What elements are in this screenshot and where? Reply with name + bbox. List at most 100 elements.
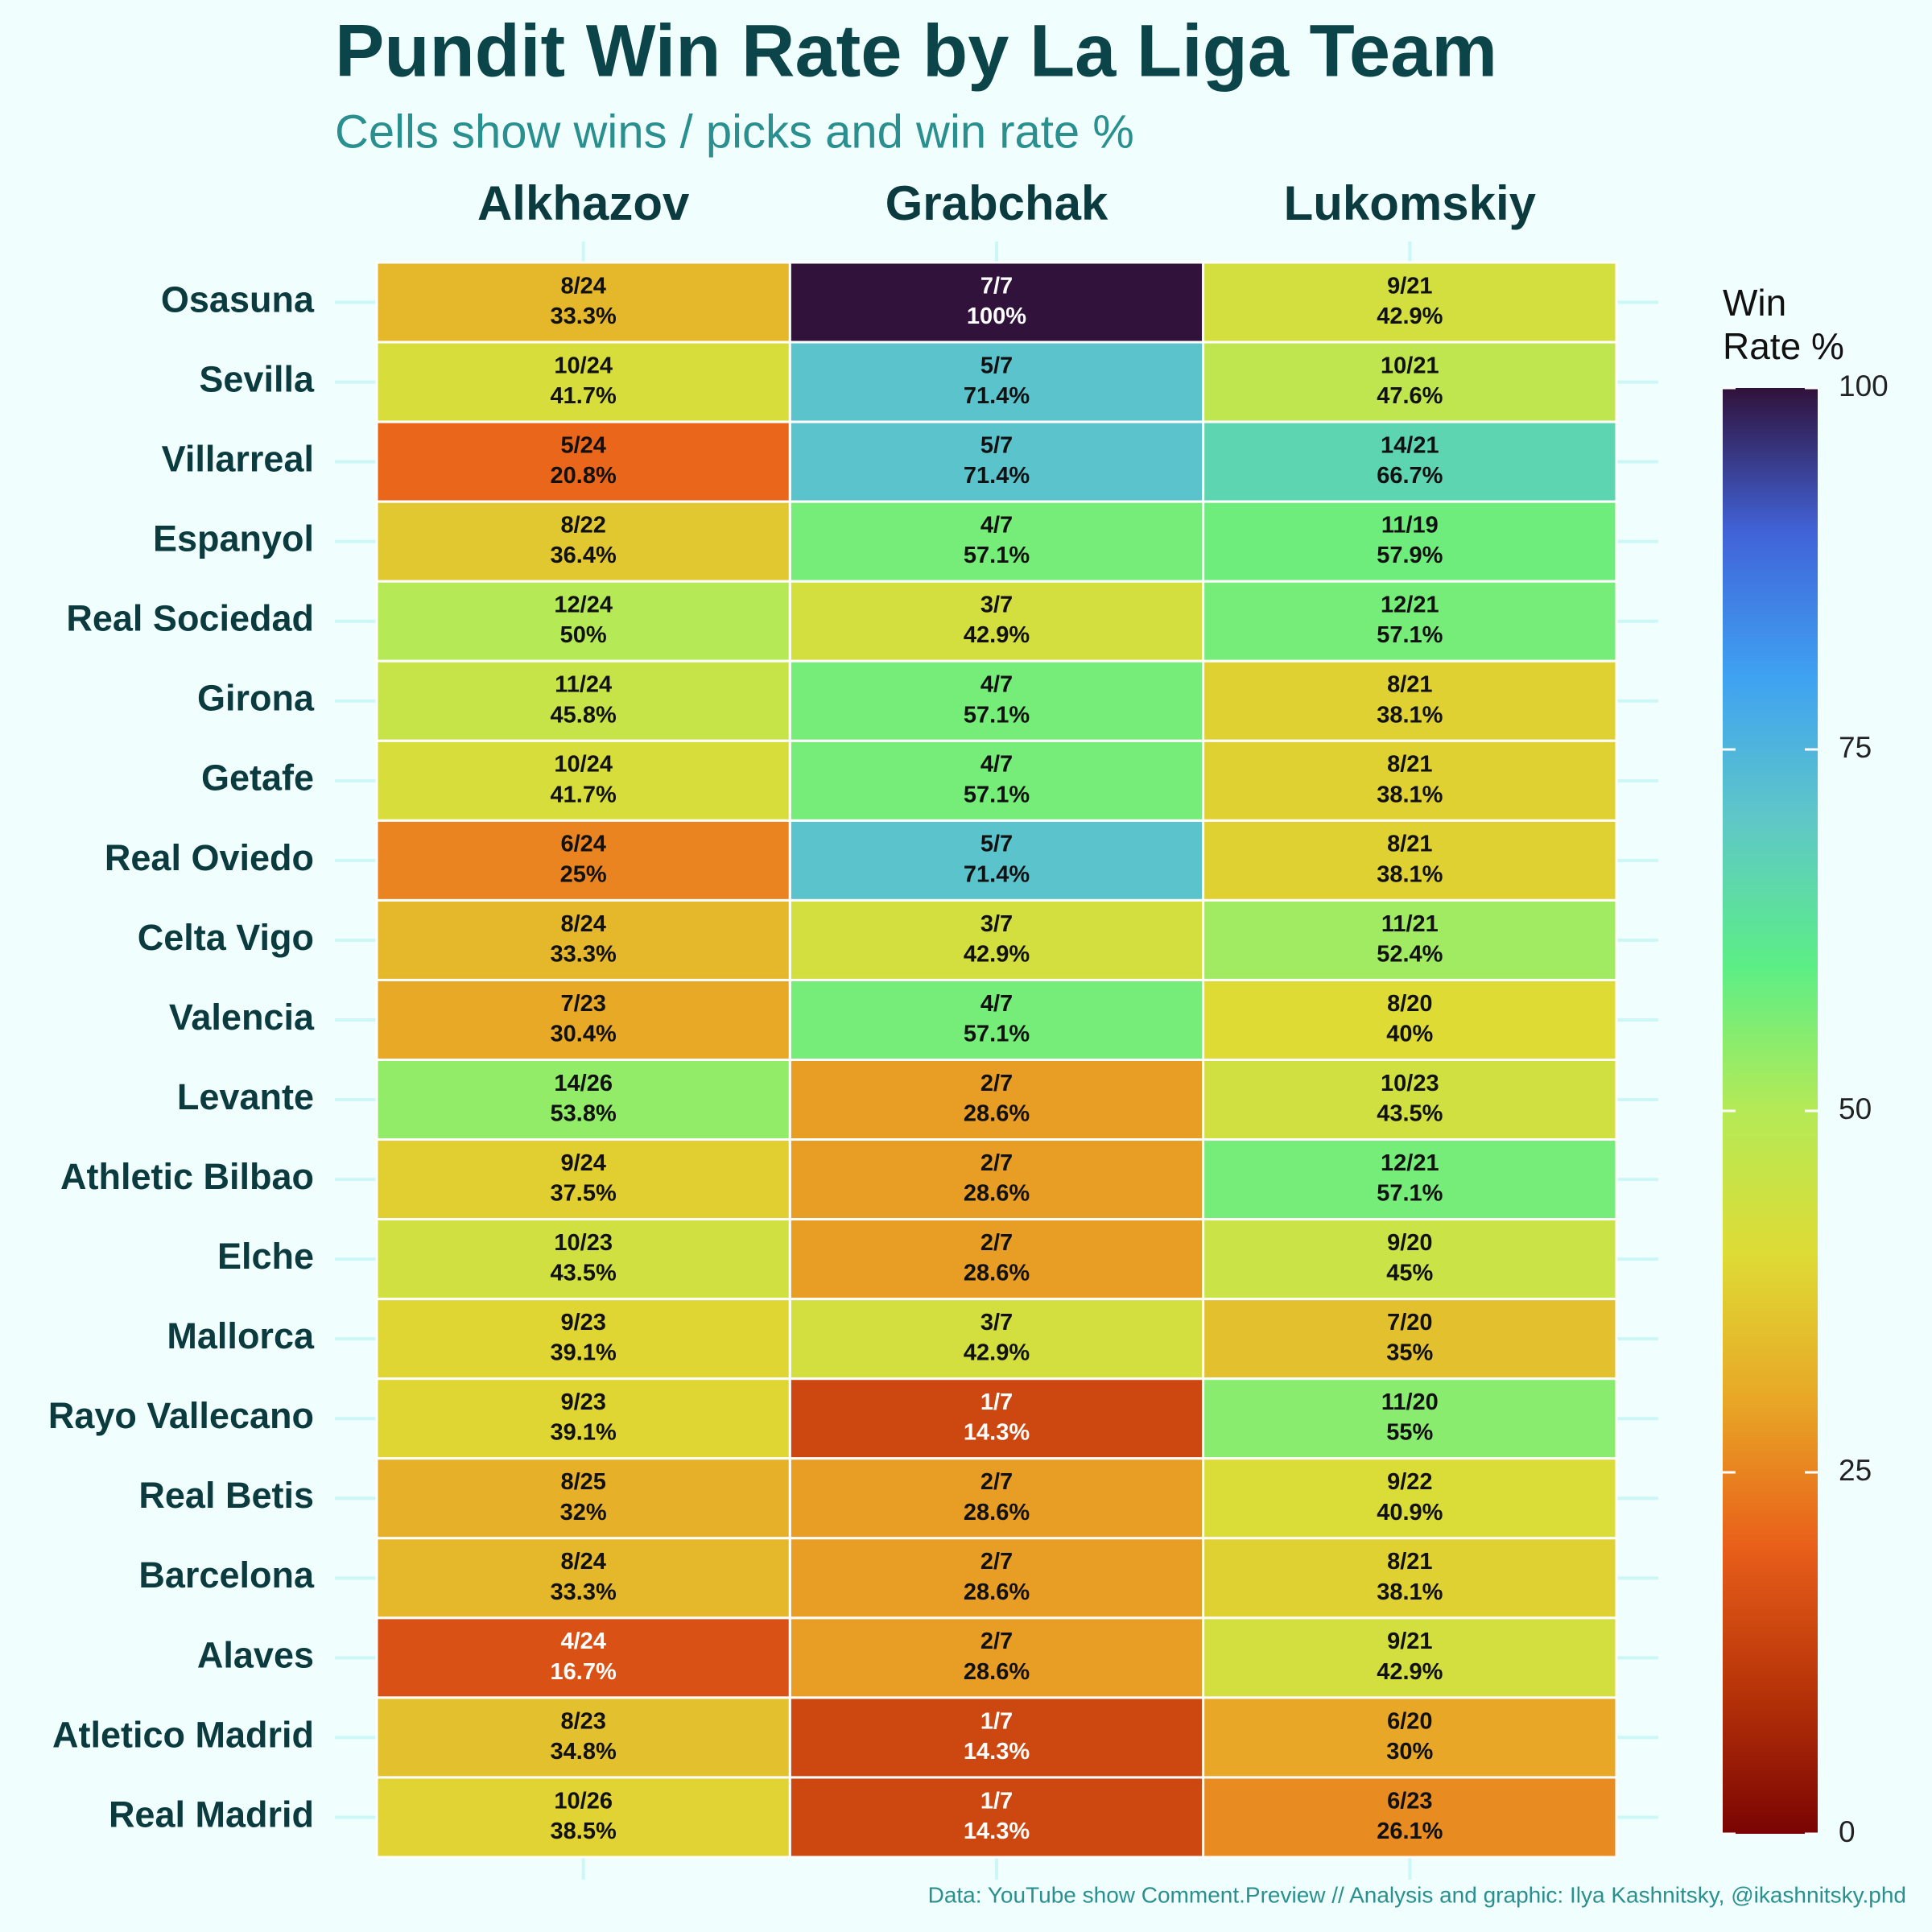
cell-fraction: 8/25: [560, 1469, 605, 1495]
caption: Data: YouTube show Comment.Preview // An…: [928, 1882, 1906, 1907]
cell-fraction: 9/21: [1387, 1629, 1432, 1654]
row-label: Real Madrid: [109, 1794, 314, 1835]
cell-fraction: 4/7: [980, 752, 1013, 778]
cell-value-label: 38.1%: [1377, 861, 1443, 887]
cell-fraction: 10/24: [554, 752, 613, 778]
cell-value-label: 39.1%: [551, 1420, 617, 1446]
heatmap-cell: [375, 659, 791, 742]
cell-fraction: 5/24: [560, 432, 605, 458]
cell-value-label: 57.1%: [964, 782, 1030, 807]
heatmap-cell: [375, 1218, 791, 1301]
row-label: Osasuna: [161, 279, 315, 320]
cell-value-label: 71.4%: [964, 383, 1030, 409]
cell-value-label: 57.1%: [964, 702, 1030, 728]
cell-fraction: 9/23: [560, 1389, 605, 1415]
cell-value-label: 40%: [1386, 1021, 1433, 1046]
row-label: Rayo Vallecano: [48, 1395, 314, 1436]
cell-fraction: 10/23: [1381, 1071, 1439, 1096]
cell-fraction: 9/20: [1387, 1230, 1432, 1256]
heatmap-cell: [375, 1377, 791, 1460]
heatmap-cell: [1202, 898, 1618, 981]
cell-value-label: 14.3%: [964, 1420, 1030, 1446]
heatmap-cell: [375, 819, 791, 902]
cell-fraction: 2/7: [980, 1469, 1013, 1495]
cell-value-label: 71.4%: [964, 861, 1030, 887]
cell-fraction: 8/22: [560, 513, 605, 539]
colorbar-tick-label: 100: [1839, 369, 1889, 402]
cell-value-label: 45%: [1386, 1261, 1433, 1286]
cell-value-label: 26.1%: [1377, 1818, 1443, 1844]
heatmap-cell: [1202, 261, 1618, 344]
heatmap-cell: [375, 1537, 791, 1620]
cell-fraction: 8/21: [1387, 752, 1432, 778]
cell-fraction: 10/24: [554, 353, 613, 378]
cell-value-label: 33.3%: [551, 303, 617, 329]
cell-value-label: 42.9%: [964, 1340, 1030, 1366]
heatmap-cell: [1202, 580, 1618, 663]
heatmap-cell: [375, 500, 791, 583]
cell-fraction: 1/7: [980, 1788, 1013, 1814]
cell-value-label: 57.9%: [1377, 543, 1443, 568]
cell-fraction: 4/7: [980, 513, 1013, 539]
heatmap-cell: [788, 1537, 1205, 1620]
row-label: Villarreal: [162, 439, 314, 480]
heatmap-cell: [788, 420, 1205, 503]
cell-value-label: 16.7%: [551, 1659, 617, 1685]
cell-fraction: 6/24: [560, 832, 605, 857]
cell-fraction: 4/24: [560, 1629, 605, 1654]
row-label: Levante: [177, 1076, 314, 1117]
cell-value-label: 42.9%: [1377, 303, 1443, 329]
cell-fraction: 6/23: [1387, 1788, 1432, 1814]
colorbar-title: Rate %: [1723, 325, 1844, 367]
heatmap-cell: [788, 1776, 1205, 1859]
cell-fraction: 10/23: [554, 1230, 613, 1256]
cell-value-label: 38.1%: [1377, 1579, 1443, 1605]
cell-fraction: 4/7: [980, 672, 1013, 698]
heatmap-cell: [788, 261, 1205, 344]
cell-fraction: 8/21: [1387, 832, 1432, 857]
cell-fraction: 5/7: [980, 353, 1013, 378]
heatmap-cell: [1202, 739, 1618, 822]
cell-fraction: 8/24: [560, 911, 605, 937]
cell-fraction: 8/24: [560, 1549, 605, 1575]
cell-value-label: 30.4%: [551, 1021, 617, 1046]
cell-fraction: 1/7: [980, 1389, 1013, 1415]
cell-value-label: 50%: [560, 622, 607, 648]
cell-value-label: 38.1%: [1377, 782, 1443, 807]
cell-fraction: 9/24: [560, 1150, 605, 1176]
cell-fraction: 9/22: [1387, 1469, 1432, 1495]
row-label: Mallorca: [167, 1315, 315, 1356]
row-label: Sevilla: [199, 358, 315, 399]
cell-fraction: 7/7: [980, 273, 1013, 299]
heatmap-cell: [788, 1218, 1205, 1301]
heatmap-cell: [1202, 659, 1618, 742]
cell-value-label: 55%: [1386, 1420, 1433, 1446]
cell-value-label: 38.1%: [1377, 702, 1443, 728]
colorbar-title: Win: [1723, 282, 1786, 324]
cell-fraction: 4/7: [980, 991, 1013, 1017]
heatmap-cell: [788, 1059, 1205, 1141]
colorbar-tick-label: 0: [1839, 1815, 1856, 1848]
heatmap-cell: [1202, 341, 1618, 423]
cell-value-label: 57.1%: [964, 543, 1030, 568]
cell-value-label: 28.6%: [964, 1579, 1030, 1605]
cell-fraction: 7/23: [560, 991, 605, 1017]
heatmap-cell: [1202, 1776, 1618, 1859]
colorbar: [1723, 388, 1818, 1834]
heatmap-cell: [1202, 500, 1618, 583]
cell-fraction: 2/7: [980, 1150, 1013, 1176]
cell-value-label: 71.4%: [964, 463, 1030, 489]
cell-value-label: 53.8%: [551, 1101, 617, 1127]
cell-value-label: 42.9%: [964, 622, 1030, 648]
heatmap-cell: [1202, 1616, 1618, 1699]
cell-value-label: 57.1%: [1377, 622, 1443, 648]
colorbar-tick-label: 25: [1839, 1454, 1872, 1487]
cell-fraction: 7/20: [1387, 1310, 1432, 1335]
cell-fraction: 8/21: [1387, 672, 1432, 698]
cell-fraction: 12/21: [1381, 592, 1439, 618]
cell-fraction: 8/21: [1387, 1549, 1432, 1575]
cell-value-label: 34.8%: [551, 1739, 617, 1765]
cell-value-label: 45.8%: [551, 702, 617, 728]
row-label: Girona: [197, 678, 315, 719]
